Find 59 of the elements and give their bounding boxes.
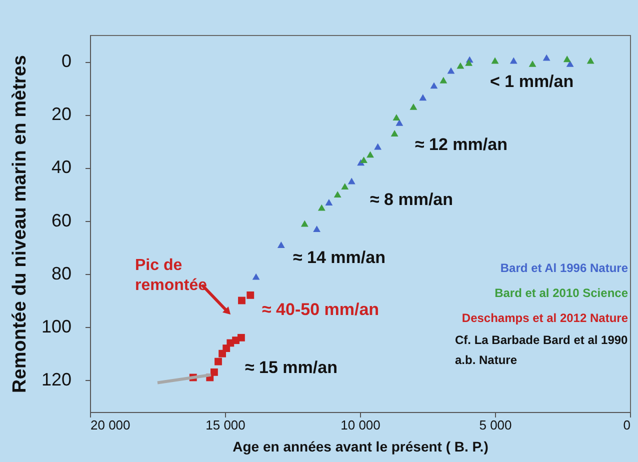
annotation: Pic de remontée xyxy=(135,257,208,294)
point xyxy=(237,334,245,342)
annotation: ≈ 14 mm/an xyxy=(293,248,386,267)
point xyxy=(313,226,321,232)
point xyxy=(430,82,438,89)
point xyxy=(366,151,374,158)
point xyxy=(300,220,308,227)
x-axis-title: Age en années avant le présent ( B. P.) xyxy=(232,438,488,454)
point xyxy=(456,62,464,69)
point xyxy=(586,57,594,64)
point xyxy=(348,178,356,184)
point xyxy=(465,59,473,66)
y-tick-label: 20 xyxy=(51,104,72,124)
y-tick-label: 60 xyxy=(51,210,72,230)
annotation: ≈ 12 mm/an xyxy=(415,135,508,154)
annotation: ≈ 15 mm/an xyxy=(245,358,338,377)
text: Bard et al 2010 Science xyxy=(494,286,628,300)
point xyxy=(392,114,400,121)
annotation: Cf. La Barbade Bard et al 1990 a.b. Nature xyxy=(455,333,628,367)
point xyxy=(390,130,398,136)
y-tick-label: 40 xyxy=(51,157,72,178)
y-tick-label: 0 xyxy=(61,51,72,72)
point xyxy=(360,156,368,163)
point xyxy=(252,273,260,280)
point xyxy=(246,291,254,299)
point xyxy=(334,191,342,198)
annotation: < 1 mm/an xyxy=(490,72,574,91)
x-tick-label: 20 000 xyxy=(90,418,130,432)
point xyxy=(542,54,550,61)
point xyxy=(325,199,333,206)
point xyxy=(510,57,518,64)
point xyxy=(277,242,285,248)
point xyxy=(440,76,448,84)
point xyxy=(563,56,571,62)
point xyxy=(566,60,574,67)
point xyxy=(410,103,418,110)
point xyxy=(318,204,326,211)
y-tick-label: 120 xyxy=(41,370,72,390)
y-axis-title: Remontée du niveau marin en mètres xyxy=(9,55,30,393)
point xyxy=(238,296,246,304)
annotation: ≈ 40-50 mm/an xyxy=(262,300,380,319)
point xyxy=(396,119,404,126)
point xyxy=(447,67,455,74)
x-tick-label: 5 000 xyxy=(479,418,512,432)
point xyxy=(528,60,536,67)
point xyxy=(374,143,382,150)
x-tick-label: 15 000 xyxy=(206,418,246,432)
point xyxy=(210,368,218,376)
text: Bard et Al 1996 Nature xyxy=(500,261,628,275)
point xyxy=(214,358,222,366)
text: Deschamps et al 2012 Nature xyxy=(462,311,628,325)
annotation: ≈ 8 mm/an xyxy=(370,190,454,209)
x-tick-label: 10 000 xyxy=(340,418,380,432)
x-tick-label: 0 xyxy=(623,418,630,432)
point xyxy=(341,183,349,190)
point xyxy=(419,94,427,101)
y-tick-label: 100 xyxy=(41,316,72,337)
point xyxy=(491,57,499,64)
y-tick-label: 80 xyxy=(51,263,72,284)
